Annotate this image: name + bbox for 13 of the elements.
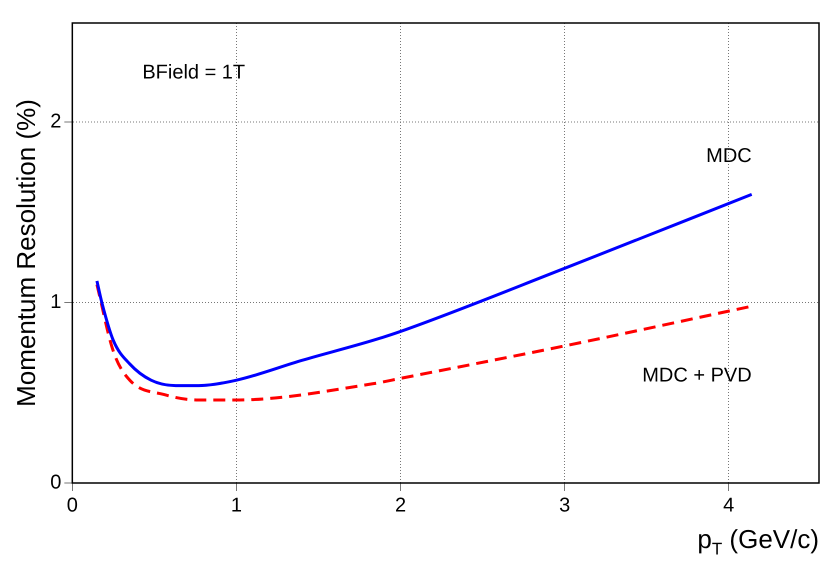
- series-label: MDC: [706, 144, 752, 167]
- x-tick-label: 2: [394, 494, 406, 517]
- x-tick-label: 0: [66, 494, 78, 517]
- x-tick-label: 3: [559, 494, 570, 517]
- y-tick-label: 0: [50, 472, 62, 494]
- x-tick-label: 4: [723, 494, 734, 517]
- series-label: MDC + PVD: [642, 364, 752, 387]
- y-tick-label: 1: [50, 291, 62, 314]
- line-series: [95, 192, 754, 388]
- annotation: BField = 1T: [142, 62, 246, 84]
- x-tick-label: 1: [230, 494, 242, 517]
- y-axis-title: Momentum Resolution (%): [10, 99, 41, 407]
- y-tick-label: 2: [50, 110, 62, 133]
